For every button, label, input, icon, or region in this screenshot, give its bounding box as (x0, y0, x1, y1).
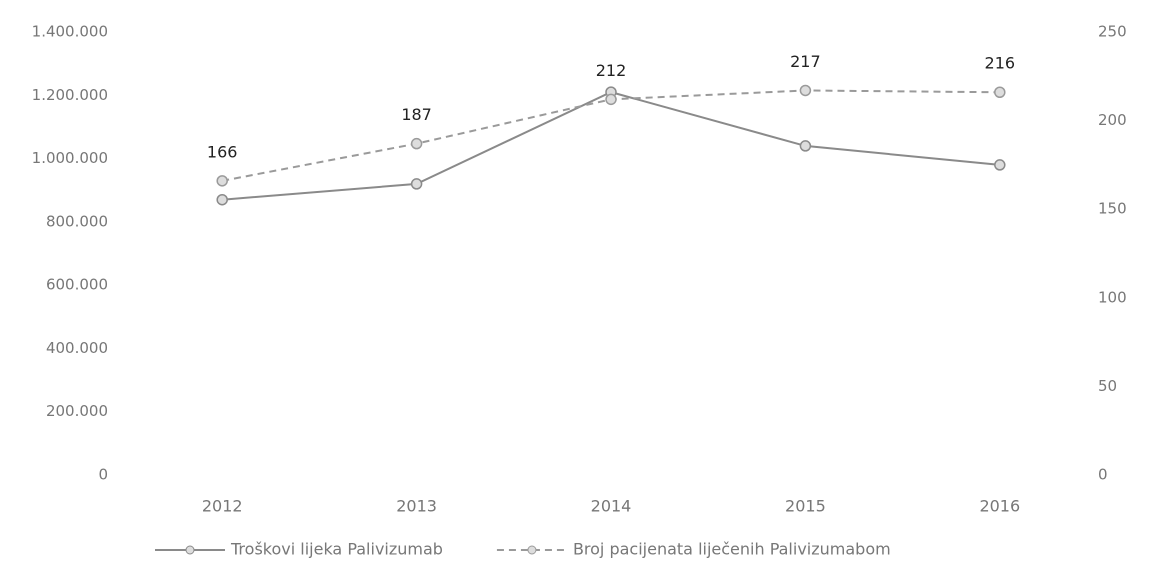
y-tick-label: 1.200.000 (32, 86, 108, 104)
y2-tick-label: 200 (1098, 111, 1127, 129)
point-marker (994, 86, 1006, 98)
series-line (222, 91, 1000, 201)
y-tick-label: 600.000 (46, 276, 108, 294)
data-label: 216 (985, 54, 1016, 73)
legend-label: Broj pacijenata liječenih Palivizumabom (573, 540, 891, 559)
y-tick-label: 800.000 (46, 212, 108, 230)
legend-marker (185, 545, 195, 555)
y2-tick-label: 250 (1098, 23, 1127, 41)
legend-label: Troškovi lijeka Palivizumab (230, 540, 443, 559)
x-tick-label: 2013 (396, 497, 437, 516)
y2-tick-label: 50 (1098, 377, 1117, 395)
point-marker (799, 140, 812, 152)
y2-tick-label: 100 (1098, 288, 1127, 306)
y2-tick-label: 150 (1098, 200, 1127, 218)
data-label: 187 (401, 105, 432, 124)
data-label: 166 (207, 142, 238, 161)
y-tick-label: 200.000 (46, 402, 108, 420)
x-tick-label: 2012 (202, 497, 243, 516)
data-label: 217 (790, 52, 821, 71)
point-marker (216, 193, 228, 206)
y-tick-label: 1.400.000 (32, 23, 108, 41)
y-tick-label: 400.000 (46, 339, 108, 357)
x-tick-label: 2016 (979, 497, 1020, 516)
point-marker (994, 159, 1006, 171)
data-label: 212 (596, 61, 627, 80)
y-tick-label: 1.000.000 (32, 149, 108, 167)
y-tick-label: 0 (98, 466, 108, 484)
point-marker (410, 137, 423, 150)
y2-tick-label: 0 (1098, 466, 1108, 484)
point-marker (216, 175, 228, 187)
x-tick-label: 2014 (591, 497, 632, 516)
point-marker (605, 93, 617, 106)
point-marker (799, 84, 812, 97)
x-tick-label: 2015 (785, 497, 826, 516)
legend-marker (527, 545, 537, 555)
point-marker (410, 178, 423, 190)
